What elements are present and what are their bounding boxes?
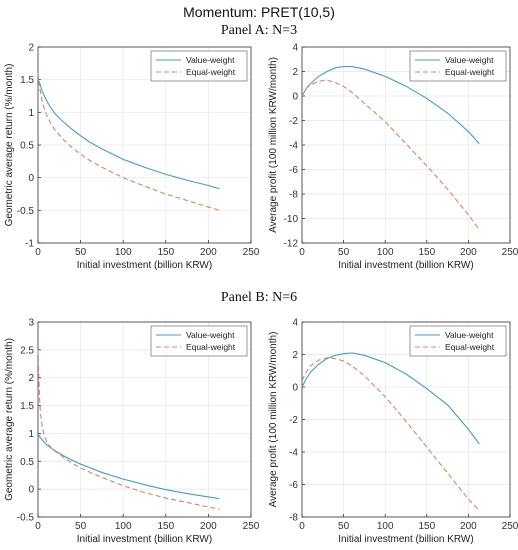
x-tick-label: 250 (243, 521, 260, 532)
y-tick-label: 4 (292, 318, 298, 329)
y-tick-label: 4 (292, 43, 298, 54)
plot-frame (37, 321, 252, 518)
y-axis-label: Geometric average return (%/month) (4, 64, 15, 227)
legend-box (150, 325, 248, 357)
y-tick-label: 2.5 (20, 345, 34, 356)
y-tick-label: 2 (28, 43, 34, 54)
y-tick-label: -10 (284, 214, 299, 225)
x-tick-label: 0 (299, 521, 305, 532)
y-tick-label: 0 (292, 383, 298, 394)
x-tick-label: 0 (35, 247, 41, 258)
x-axis-label: Initial investment (billion KRW) (77, 260, 212, 271)
x-axis-label: Initial investment (billion KRW) (338, 260, 473, 271)
x-tick-label: 50 (75, 247, 87, 258)
x-tick-label: 250 (243, 247, 260, 258)
x-tick-label: 250 (502, 521, 518, 532)
x-tick-label: 150 (418, 521, 435, 532)
x-tick-label: 0 (299, 247, 305, 258)
x-tick-label: 150 (157, 247, 174, 258)
y-tick-label: -0.5 (17, 206, 35, 217)
x-tick-label: 250 (502, 247, 518, 258)
x-tick-label: 200 (200, 247, 217, 258)
x-axis-label: Initial investment (billion KRW) (77, 534, 212, 545)
y-tick-label: -2 (289, 116, 298, 127)
y-tick-label: 2 (28, 373, 34, 384)
y-tick-label: 1.5 (20, 401, 34, 412)
x-tick-label: 50 (338, 247, 350, 258)
series-line-equal-weight (37, 349, 220, 510)
y-tick-label: -1 (25, 239, 34, 250)
y-tick-label: -6 (289, 480, 298, 491)
series-line-value-weight (37, 433, 220, 500)
y-axis-label: Geometric average return (%/month) (4, 338, 15, 501)
x-tick-label: 50 (75, 521, 87, 532)
legend-label: Equal-weight (186, 67, 236, 77)
legend-label: Value-weight (186, 55, 235, 65)
y-tick-label: -6 (289, 165, 298, 176)
y-tick-label: -8 (289, 513, 298, 524)
legend-label: Equal-weight (445, 67, 495, 77)
x-tick-label: 100 (377, 247, 394, 258)
y-tick-label: -4 (289, 141, 298, 152)
series-line-value-weight (301, 352, 480, 445)
y-tick-label: 0 (28, 173, 34, 184)
legend-label: Value-weight (445, 55, 494, 65)
x-tick-label: 100 (115, 521, 132, 532)
series-line-value-weight (37, 79, 220, 190)
legend-label: Equal-weight (186, 342, 236, 352)
panel-b-title: Panel B: N=6 (220, 290, 298, 305)
x-tick-label: 200 (460, 247, 477, 258)
y-tick-label: 1 (28, 108, 34, 119)
figure-title: Momentum: PRET(10,5) (183, 4, 335, 20)
x-tick-label: 50 (338, 521, 350, 532)
y-tick-label: -2 (289, 415, 298, 426)
x-tick-label: 150 (418, 247, 435, 258)
y-tick-label: 1 (28, 429, 34, 440)
y-tick-label: 2 (292, 67, 298, 78)
series-line-equal-weight (301, 357, 480, 511)
legend-box (150, 50, 248, 82)
x-tick-label: 200 (200, 521, 217, 532)
y-tick-label: -4 (289, 448, 298, 459)
x-tick-label: 0 (35, 521, 41, 532)
y-axis-label: Average profit (100 million KRW/month) (268, 332, 279, 508)
y-tick-label: 0 (28, 485, 34, 496)
x-tick-label: 200 (460, 521, 477, 532)
y-axis-label: Average profit (100 million KRW/month) (268, 57, 279, 233)
legend-label: Value-weight (186, 330, 235, 340)
y-tick-label: -12 (284, 239, 299, 250)
legend-box (409, 50, 507, 82)
x-tick-label: 150 (157, 521, 174, 532)
panel-a-title: Panel A: N=3 (220, 23, 298, 38)
legend-box (409, 325, 507, 357)
y-tick-label: 0.5 (20, 141, 34, 152)
y-tick-label: -0.5 (17, 513, 35, 524)
x-tick-label: 100 (377, 521, 394, 532)
y-tick-label: -8 (289, 190, 298, 201)
legend-label: Equal-weight (445, 342, 495, 352)
y-tick-label: 1.5 (20, 75, 34, 86)
series-line-equal-weight (301, 79, 480, 230)
y-tick-label: 3 (28, 318, 34, 329)
x-tick-label: 100 (115, 247, 132, 258)
x-axis-label: Initial investment (billion KRW) (338, 534, 473, 545)
y-tick-label: 2 (292, 350, 298, 361)
y-tick-label: 0.5 (20, 457, 34, 468)
y-tick-label: 0 (292, 92, 298, 103)
series-line-value-weight (301, 66, 480, 145)
legend-label: Value-weight (445, 330, 494, 340)
